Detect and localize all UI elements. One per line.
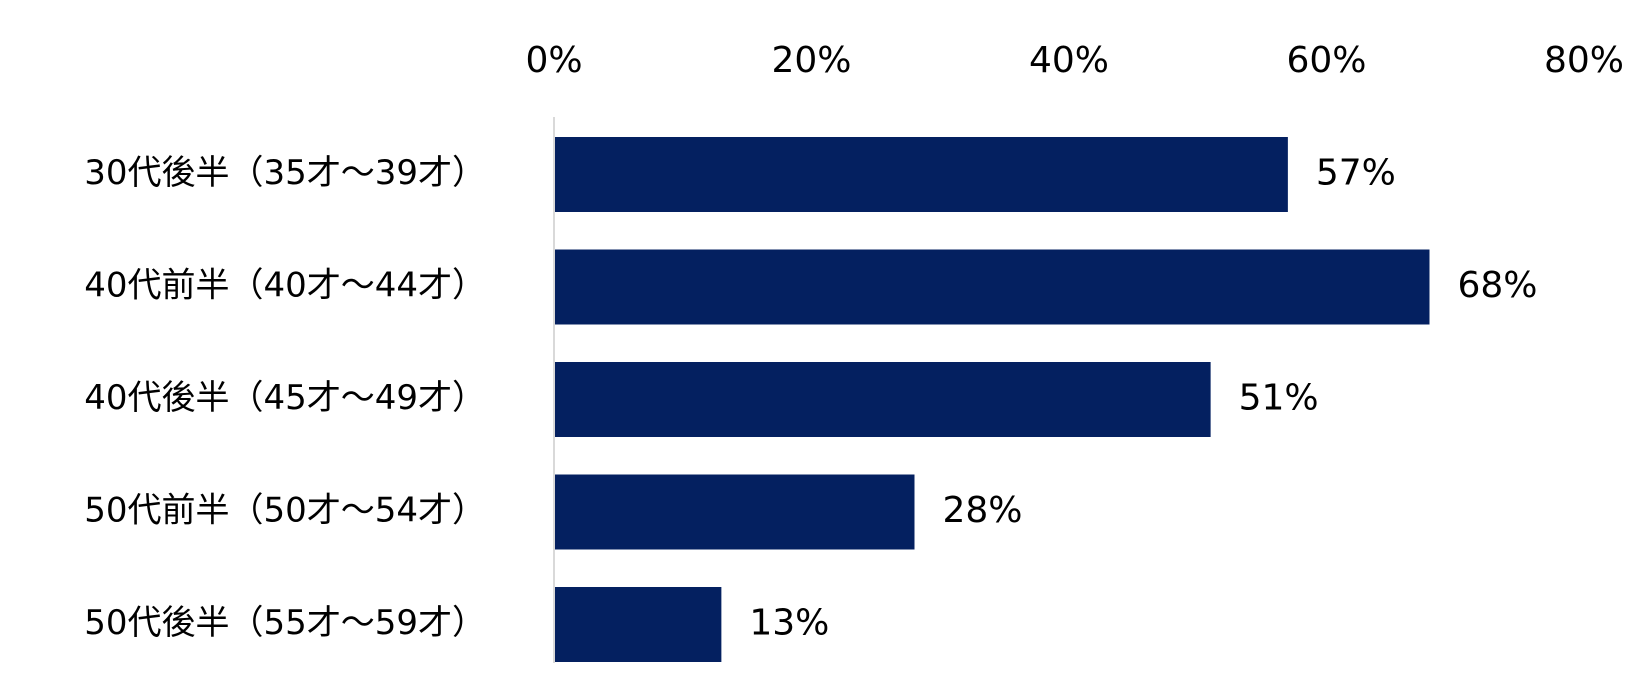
bar [555,137,1288,212]
x-axis-ticks: 0% 20% 40% 60% 80% [525,40,1624,81]
bar [555,474,915,550]
x-tick-label: 40% [1029,40,1109,81]
x-tick-label: 0% [525,40,582,81]
category-label: 40代前半（40才～44才） [84,266,486,306]
bar-group [555,137,1430,662]
data-label: 28% [943,490,1023,531]
category-label: 30代後半（35才～39才） [84,153,486,193]
bar [555,249,1430,325]
data-labels: 57% 68% 51% 28% 13% [749,153,1537,644]
data-label: 57% [1316,153,1396,194]
data-label: 13% [749,603,829,644]
category-label: 40代後半（45才～49才） [84,378,486,418]
bar [555,362,1211,437]
category-labels: 30代後半（35才～39才） 40代前半（40才～44才） 40代後半（45才～49… [84,153,486,643]
category-label: 50代前半（50才～54才） [84,491,486,531]
x-tick-label: 80% [1544,40,1624,81]
x-tick-label: 60% [1286,40,1366,81]
x-tick-label: 20% [771,40,851,81]
bar [555,587,722,662]
category-label: 50代後半（55才～59才） [84,603,486,643]
data-label: 51% [1239,378,1319,419]
data-label: 68% [1458,265,1538,306]
